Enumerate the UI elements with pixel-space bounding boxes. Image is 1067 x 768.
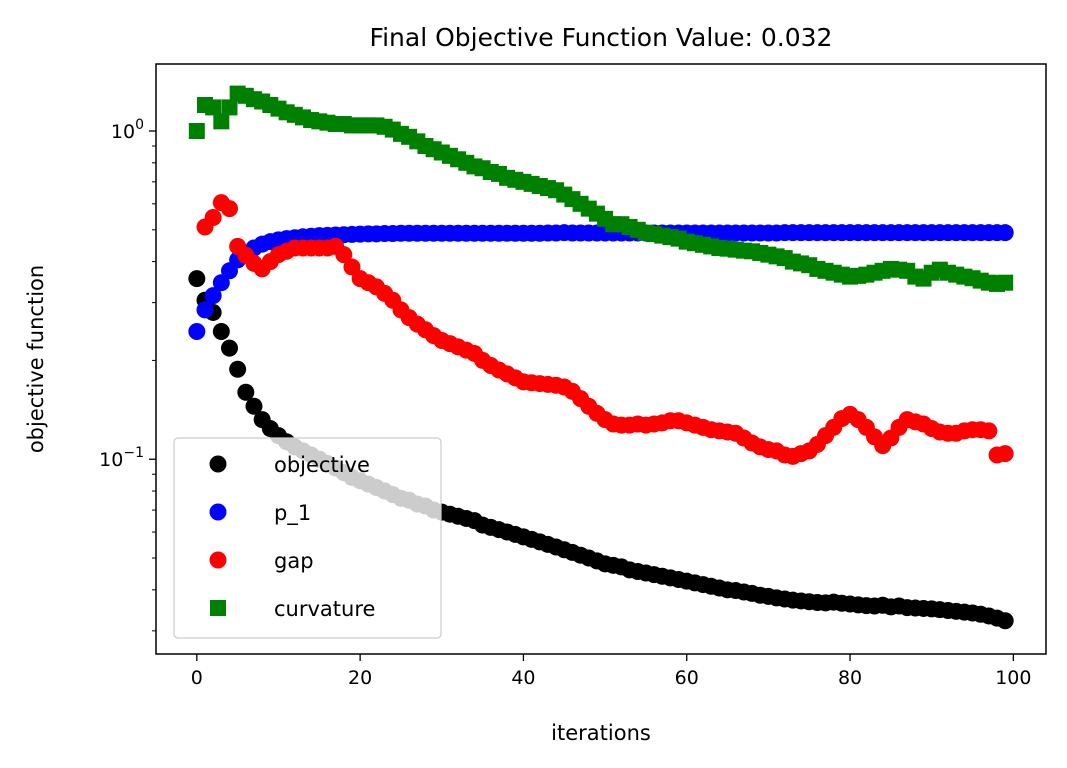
data-point xyxy=(213,113,230,130)
data-point xyxy=(188,122,205,139)
legend-label: objective xyxy=(274,453,370,477)
x-tick-label: 80 xyxy=(838,667,862,689)
x-axis-label: iterations xyxy=(551,721,651,745)
plot-frame xyxy=(155,63,1047,655)
legend-label: p_1 xyxy=(274,501,311,526)
data-point xyxy=(188,270,206,288)
data-point xyxy=(980,422,998,440)
legend-marker xyxy=(209,503,227,521)
x-tick-label: 20 xyxy=(348,667,372,689)
data-point xyxy=(996,445,1014,463)
data-point xyxy=(212,322,230,340)
data-point xyxy=(996,224,1014,242)
y-tick-label: 100 xyxy=(111,117,144,143)
data-point xyxy=(220,339,238,357)
legend-marker xyxy=(209,455,227,473)
data-point xyxy=(220,200,238,218)
data-point xyxy=(996,612,1014,630)
data-point xyxy=(196,301,214,319)
legend-frame xyxy=(173,437,442,639)
y-axis-label: objective function xyxy=(24,265,48,453)
chart-title: Final Objective Function Value: 0.032 xyxy=(370,23,833,52)
data-point xyxy=(221,99,238,116)
x-tick-label: 0 xyxy=(191,667,203,689)
series-gap xyxy=(196,194,1014,465)
data-point xyxy=(205,99,222,116)
x-tick-label: 60 xyxy=(675,667,699,689)
data-point xyxy=(188,322,206,340)
x-tick-label: 100 xyxy=(995,667,1031,689)
y-axis: 100 10−1 xyxy=(99,117,156,632)
y-tick-label: 10−1 xyxy=(99,445,144,471)
data-point xyxy=(229,360,247,378)
data-point xyxy=(212,274,230,292)
x-axis: 0 20 40 60 80 100 xyxy=(191,654,1031,689)
data-point xyxy=(204,209,222,227)
series-curvature xyxy=(188,85,1014,292)
data-point xyxy=(335,246,353,264)
x-tick-label: 40 xyxy=(511,667,535,689)
legend-label: curvature xyxy=(274,597,375,621)
legend-marker xyxy=(209,551,227,569)
data-point xyxy=(997,274,1014,291)
legend-marker xyxy=(210,600,226,616)
data-point xyxy=(237,383,255,401)
legend-label: gap xyxy=(274,549,314,573)
data-point xyxy=(204,287,222,305)
data-point xyxy=(245,397,263,415)
